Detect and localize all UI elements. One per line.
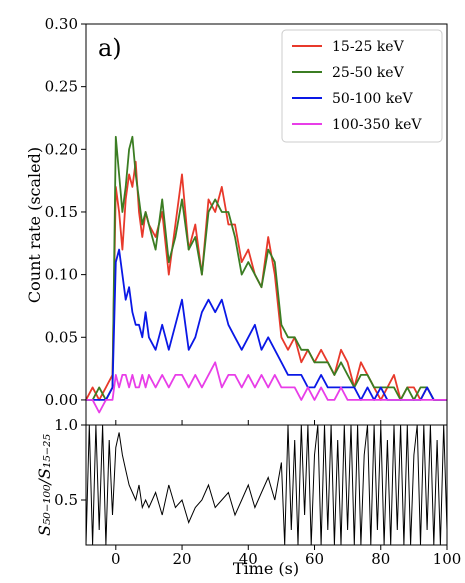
bottom-panel: 0.5 1.0 0 20 40 60 80 100 S₅₀₋₁₀₀/S₁₅₋₂₅ Time … — [35, 416, 461, 578]
bottom-plot-frame — [85, 424, 448, 546]
legend-box — [281, 29, 443, 143]
series-line-25-50-kev — [86, 135, 447, 401]
top-y-tick-label: 0.00 — [45, 391, 78, 409]
series-line-15-25-kev — [85, 160, 447, 401]
top-y-tick-label: 0.10 — [45, 266, 78, 284]
x-tick-label: 80 — [371, 550, 390, 568]
top-panel: 0.00 0.05 0.10 0.15 0.20 0.25 0.30 a) Count ra… — [25, 15, 448, 426]
x-tick-label: 60 — [305, 550, 324, 568]
legend-label-50-100: 50-100 keV — [332, 91, 413, 107]
top-y-tick-label: 0.25 — [45, 78, 78, 96]
bottom-y-axis-label: S₅₀₋₁₀₀/S₁₅₋₂₅ — [35, 433, 54, 536]
legend-item-100-350: 100-350 keV — [292, 117, 422, 133]
legend-item-25-50: 25-50 keV — [292, 65, 405, 81]
bottom-x-ticks: 0 20 40 60 80 100 — [111, 420, 461, 568]
top-y-ticks: 0.00 0.05 0.10 0.15 0.20 0.25 0.30 — [45, 15, 86, 409]
legend-item-15-25: 15-25 keV — [292, 39, 405, 55]
top-y-tick-label: 0.20 — [45, 140, 78, 158]
top-y-tick-label: 0.30 — [45, 15, 78, 33]
series-line-50-100-kev — [86, 248, 447, 401]
ratio-series-line-0 — [85, 424, 448, 546]
top-y-axis-label: Count rate (scaled) — [25, 147, 44, 303]
x-tick-label: 20 — [172, 550, 191, 568]
bottom-y-tick-label: 0.5 — [54, 491, 78, 509]
bottom-series-group — [85, 424, 448, 546]
x-tick-label: 0 — [111, 550, 121, 568]
top-series-group — [85, 135, 447, 414]
legend: 15-25 keV 25-50 keV 50-100 keV 100-350 k… — [281, 29, 443, 143]
series-line-100-350-kev — [86, 361, 447, 414]
legend-label-100-350: 100-350 keV — [332, 117, 422, 133]
panel-label: a) — [98, 34, 122, 62]
top-y-tick-label: 0.15 — [45, 203, 78, 221]
bottom-y-tick-label: 1.0 — [54, 416, 78, 434]
x-tick-label: 40 — [239, 550, 258, 568]
legend-item-50-100: 50-100 keV — [292, 91, 413, 107]
legend-label-25-50: 25-50 keV — [332, 65, 405, 81]
bottom-y-ticks: 0.5 1.0 — [54, 416, 86, 509]
x-tick-label: 100 — [433, 550, 462, 568]
legend-label-15-25: 15-25 keV — [332, 39, 405, 55]
top-y-tick-label: 0.05 — [45, 328, 78, 346]
x-axis-label: Time (s) — [233, 559, 299, 578]
